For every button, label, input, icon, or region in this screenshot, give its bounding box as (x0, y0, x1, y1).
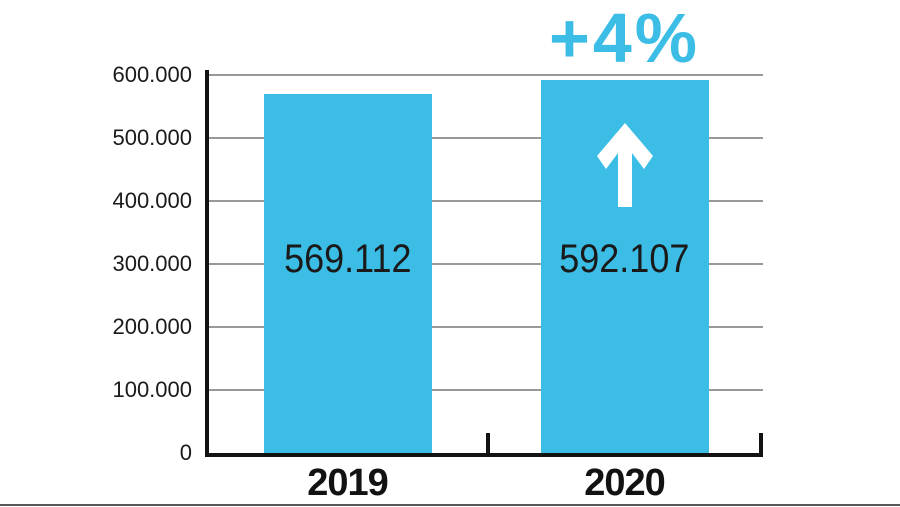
y-tick-label: 600.000 (112, 62, 192, 87)
growth-annotation: +4% (486, 2, 763, 74)
gridline (207, 74, 763, 76)
x-axis-line (205, 453, 763, 457)
bar-value-label: 592.107 (541, 239, 709, 279)
bar-2019 (263, 94, 432, 453)
bar-value-text: 569.112 (283, 237, 412, 281)
bar-value-text: 592.107 (559, 237, 690, 281)
bar-value-label: 569.112 (264, 239, 432, 279)
gridline (207, 389, 763, 391)
y-axis-line (205, 70, 209, 457)
gridline (207, 137, 763, 139)
category-label-2019: 2019 (307, 462, 389, 504)
category-label-2020: 2020 (584, 462, 666, 504)
y-tick-label: 100.000 (112, 377, 192, 402)
gridline (207, 200, 763, 202)
arrow-up-icon (596, 122, 653, 207)
gridline (207, 263, 763, 265)
x-axis-tick (759, 433, 763, 453)
growth-annotation-text: +4% (548, 0, 701, 77)
gridline (207, 326, 763, 328)
x-axis-tick (486, 433, 490, 453)
y-tick-label: 400.000 (112, 188, 192, 213)
y-tick-label: 200.000 (112, 314, 192, 339)
y-tick-label: 0 (179, 440, 192, 465)
bottom-rule (0, 504, 900, 506)
y-tick-label: 300.000 (112, 251, 192, 276)
y-tick-label: 500.000 (112, 125, 192, 150)
